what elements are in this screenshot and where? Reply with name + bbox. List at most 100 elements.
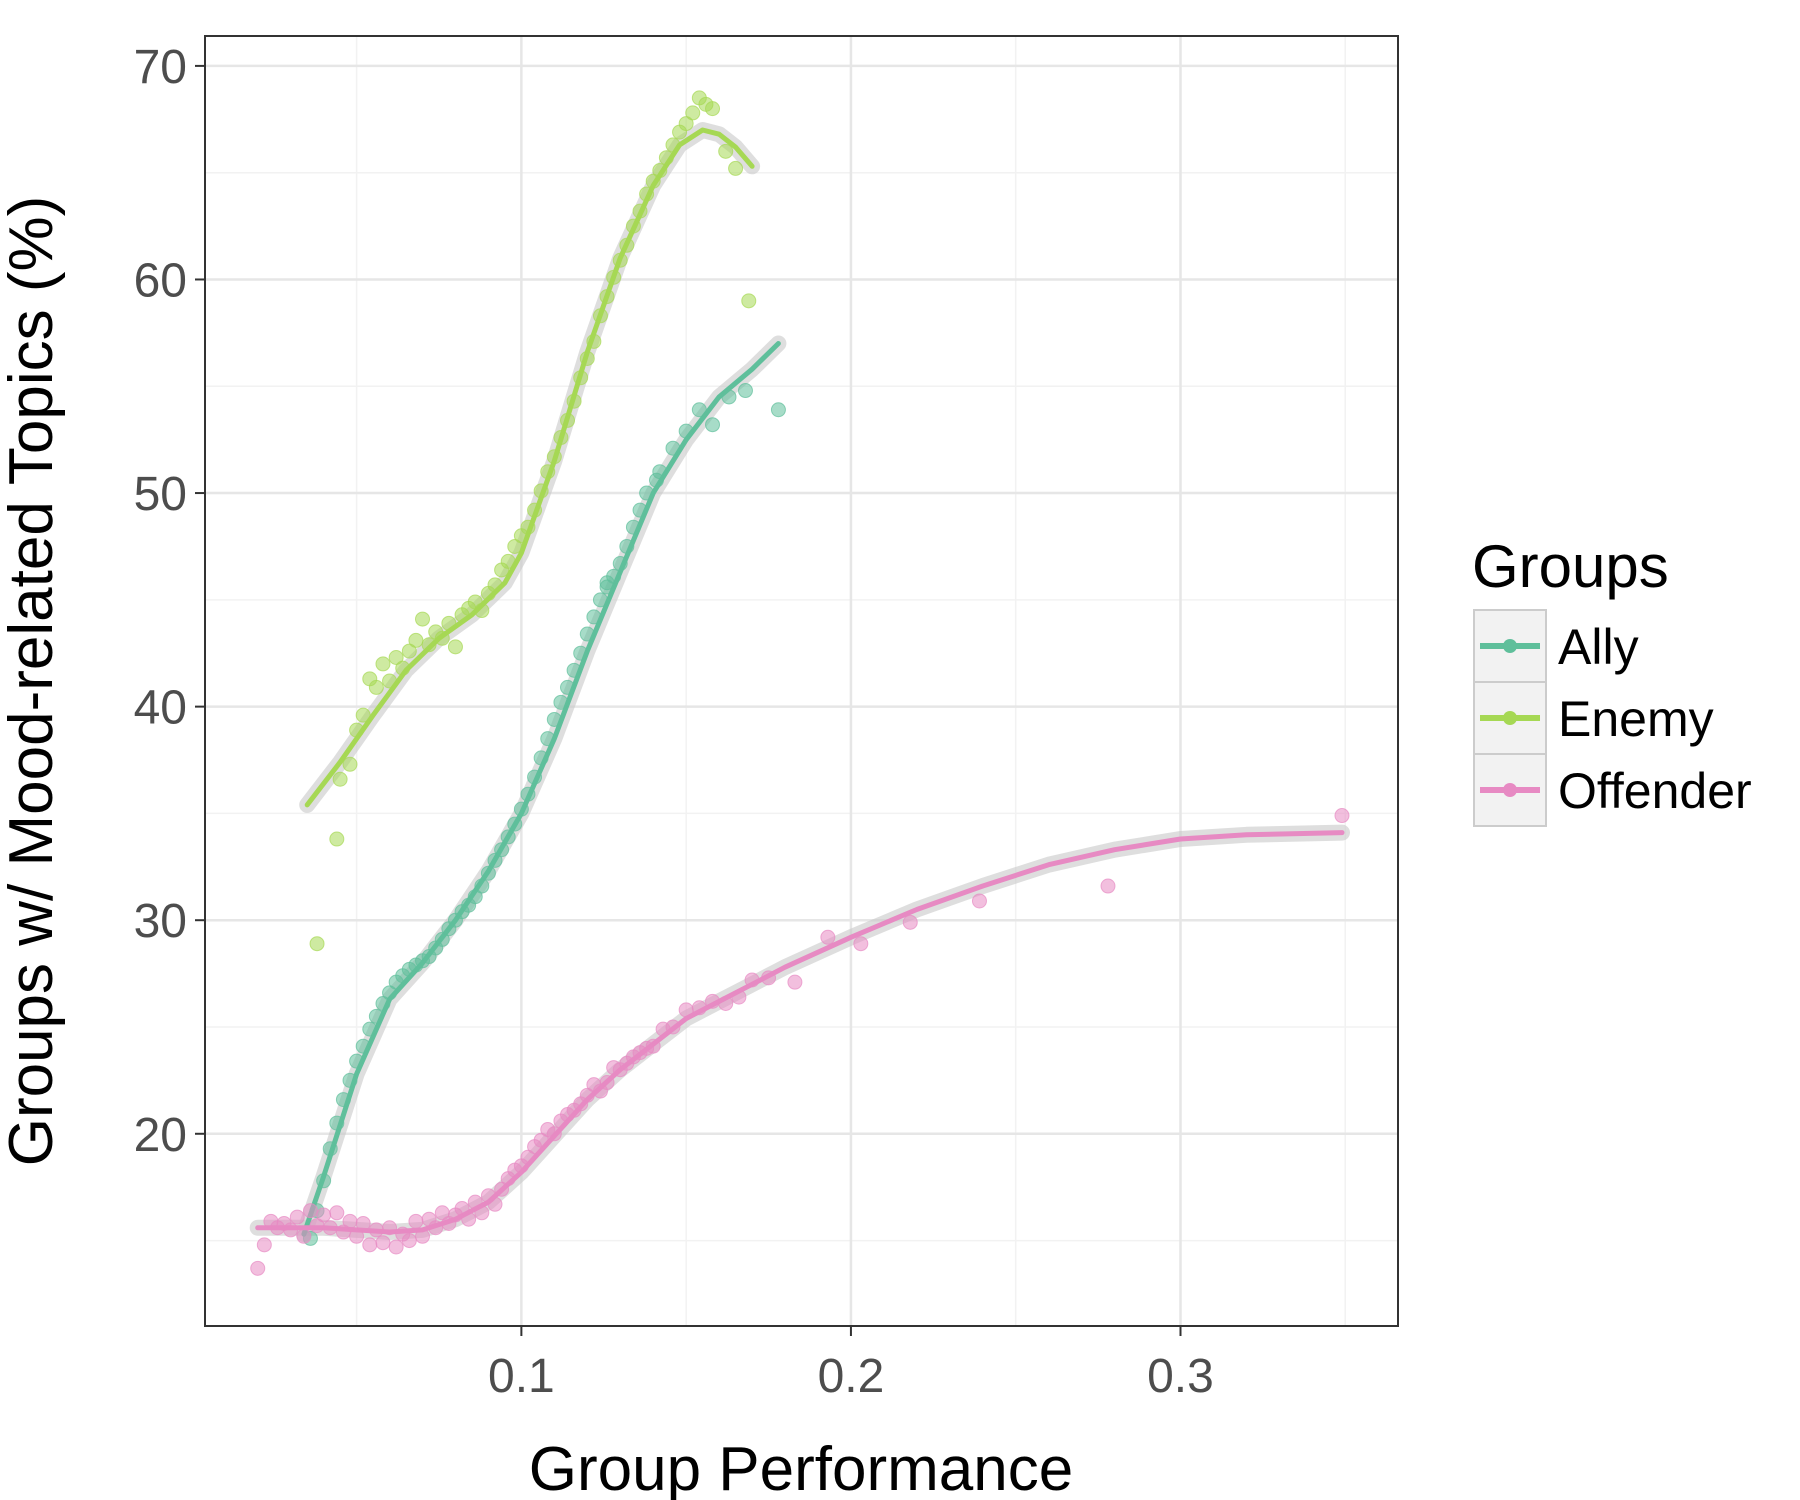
point-offender	[494, 1181, 510, 1197]
legend-key-point	[1503, 783, 1517, 797]
point-enemy	[652, 163, 668, 179]
point-enemy	[592, 308, 608, 324]
legend-item-enemy: Enemy	[1473, 681, 1714, 755]
y-tick-label: 70	[134, 41, 187, 94]
point-enemy	[553, 430, 569, 446]
point-ally	[342, 1072, 358, 1088]
point-ally	[632, 502, 648, 518]
point-offender	[329, 1205, 345, 1221]
legend-title: Groups	[1472, 533, 1669, 600]
point-offender	[289, 1209, 305, 1225]
point-ally	[316, 1173, 332, 1189]
point-enemy	[447, 639, 463, 655]
point-ally	[566, 662, 582, 678]
point-enemy	[401, 643, 417, 659]
point-enemy	[612, 252, 628, 268]
point-enemy	[632, 203, 648, 219]
point-offender	[250, 1260, 266, 1276]
point-enemy	[520, 519, 536, 535]
point-ally	[639, 485, 655, 501]
point-enemy	[533, 483, 549, 499]
point-ally	[665, 440, 681, 456]
point-offender	[382, 1220, 398, 1236]
point-enemy	[639, 186, 655, 202]
point-enemy	[560, 412, 576, 428]
point-offender	[853, 936, 869, 952]
point-ally	[721, 389, 737, 405]
point-enemy	[355, 707, 371, 723]
point-enemy	[395, 660, 411, 676]
point-enemy	[434, 630, 450, 646]
point-offender	[375, 1235, 391, 1251]
y-axis-title: Groups w/ Mood-related Topics (%)	[0, 196, 66, 1167]
point-ally	[368, 1008, 384, 1024]
point-ally	[560, 679, 576, 695]
point-ally	[612, 556, 628, 572]
legend-item-offender: Offender	[1473, 753, 1752, 827]
legend-key-point	[1503, 711, 1517, 725]
point-offender	[599, 1075, 615, 1091]
point-ally	[540, 731, 556, 747]
point-enemy	[619, 237, 635, 253]
point-offender	[401, 1233, 417, 1249]
point-offender	[474, 1205, 490, 1221]
point-ally	[375, 996, 391, 1011]
y-tick-label: 60	[134, 254, 187, 307]
point-enemy	[441, 615, 457, 631]
legend-item-ally: Ally	[1473, 609, 1639, 683]
point-enemy	[474, 603, 490, 619]
point-ally	[507, 816, 523, 832]
point-offender	[705, 993, 721, 1009]
legend-label: Ally	[1558, 619, 1639, 675]
legend-key-point	[1503, 639, 1517, 653]
point-enemy	[566, 393, 582, 409]
point-ally	[546, 711, 562, 727]
point-offender	[428, 1220, 444, 1236]
point-enemy	[599, 289, 615, 305]
point-enemy	[309, 936, 325, 952]
point-offender	[761, 970, 777, 986]
point-enemy	[741, 293, 757, 309]
point-enemy	[685, 105, 701, 121]
point-enemy	[329, 831, 345, 847]
point-ally	[573, 645, 589, 661]
point-enemy	[606, 269, 622, 285]
point-offender	[971, 893, 987, 909]
point-enemy	[382, 673, 398, 689]
point-ally	[691, 402, 707, 418]
point-offender	[302, 1203, 318, 1219]
point-ally	[579, 626, 595, 642]
point-ally	[474, 878, 490, 894]
point-ally	[599, 575, 615, 591]
point-ally	[527, 769, 543, 785]
x-tick-label: 0.2	[818, 1350, 885, 1403]
point-ally	[553, 694, 569, 710]
point-offender	[678, 1002, 694, 1018]
point-offender	[546, 1126, 562, 1142]
point-enemy	[728, 160, 744, 176]
point-ally	[382, 985, 398, 1001]
point-offender	[342, 1213, 358, 1229]
point-offender	[487, 1196, 503, 1212]
point-ally	[533, 750, 549, 766]
point-offender	[388, 1239, 404, 1255]
point-enemy	[368, 679, 384, 695]
point-offender	[467, 1194, 483, 1210]
point-enemy	[487, 577, 503, 593]
point-offender	[368, 1222, 384, 1238]
y-tick-label: 30	[134, 895, 187, 948]
point-enemy	[342, 756, 358, 772]
x-axis-title: Group Performance	[529, 1435, 1073, 1500]
point-ally	[500, 829, 516, 845]
x-tick-label: 0.1	[488, 1350, 555, 1403]
point-offender	[296, 1228, 312, 1244]
point-ally	[322, 1141, 338, 1157]
point-offender	[645, 1038, 661, 1054]
point-offender	[1100, 878, 1116, 894]
point-offender	[787, 974, 803, 990]
legend-label: Offender	[1558, 763, 1752, 819]
legend-label: Enemy	[1558, 691, 1714, 747]
point-enemy	[665, 137, 681, 153]
point-ally	[329, 1115, 345, 1131]
point-offender	[283, 1222, 299, 1238]
